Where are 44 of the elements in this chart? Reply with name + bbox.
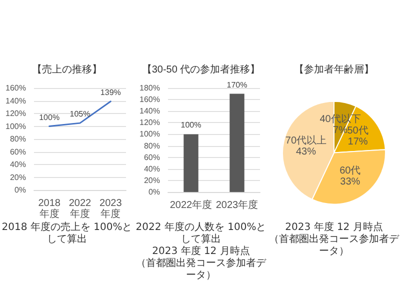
chart-title: 【30-50 代の参加者推移】	[142, 64, 260, 76]
text: 2023 年度 12 月時点	[151, 246, 251, 258]
y-tick-label: 100%	[140, 130, 160, 139]
y-tick-label: 40%	[144, 164, 160, 174]
y-tick-label: 140%	[140, 106, 160, 116]
slice-label: 70代以上	[285, 134, 327, 147]
text: 2018 年度の売上を 100%として算出	[0, 222, 134, 246]
y-tick-label: 140%	[6, 96, 26, 106]
x-tick-label: 2023年度	[216, 199, 258, 211]
y-tick-label: 80%	[10, 134, 26, 144]
y-tick-label: 20%	[144, 176, 160, 185]
y-tick-label: 60%	[144, 152, 160, 162]
data-label: 105%	[70, 110, 90, 119]
y-tick-label: 0%	[148, 188, 160, 196]
x-tick-label: 2022年度	[68, 198, 92, 220]
text: （首都圏出発コース参加者データ）	[135, 258, 268, 282]
y-tick-label: 80%	[144, 141, 160, 150]
text: 2022 年度の人数を 100%として算出	[134, 222, 268, 246]
y-tick-label: 180%	[140, 84, 160, 92]
x-tick-label: 2018年度	[38, 198, 61, 220]
x-tick-label: 2022年度	[170, 199, 212, 211]
y-tick-label: 0%	[14, 186, 26, 194]
y-tick-label: 160%	[6, 84, 26, 92]
y-tick-label: 40%	[10, 160, 26, 169]
y-tick-label: 120%	[140, 118, 160, 128]
chart-title: 【参加者年齢層】	[294, 64, 374, 76]
data-label: 17%	[348, 136, 368, 148]
y-tick-label: 20%	[10, 172, 26, 182]
chart-title: 【売上の推移】	[32, 64, 102, 76]
data-label: 139%	[100, 88, 121, 97]
text: 2023 年度 12 月時点	[284, 222, 384, 234]
text: （首都圏出発コース参加者データ）	[268, 234, 400, 258]
y-tick-label: 160%	[140, 95, 160, 104]
y-tick-label: 100%	[6, 122, 26, 131]
data-label: 100%	[180, 120, 202, 130]
y-tick-label: 60%	[10, 147, 26, 156]
data-label: 170%	[226, 80, 248, 90]
slice-label: 50代	[347, 126, 368, 137]
data-label: 33%	[340, 176, 360, 188]
x-tick-label: 2023年度	[100, 198, 122, 220]
data-label: 43%	[296, 146, 316, 158]
data-label: 100%	[39, 112, 60, 122]
slice-label: 60代	[340, 166, 361, 177]
y-tick-label: 120%	[6, 109, 26, 118]
